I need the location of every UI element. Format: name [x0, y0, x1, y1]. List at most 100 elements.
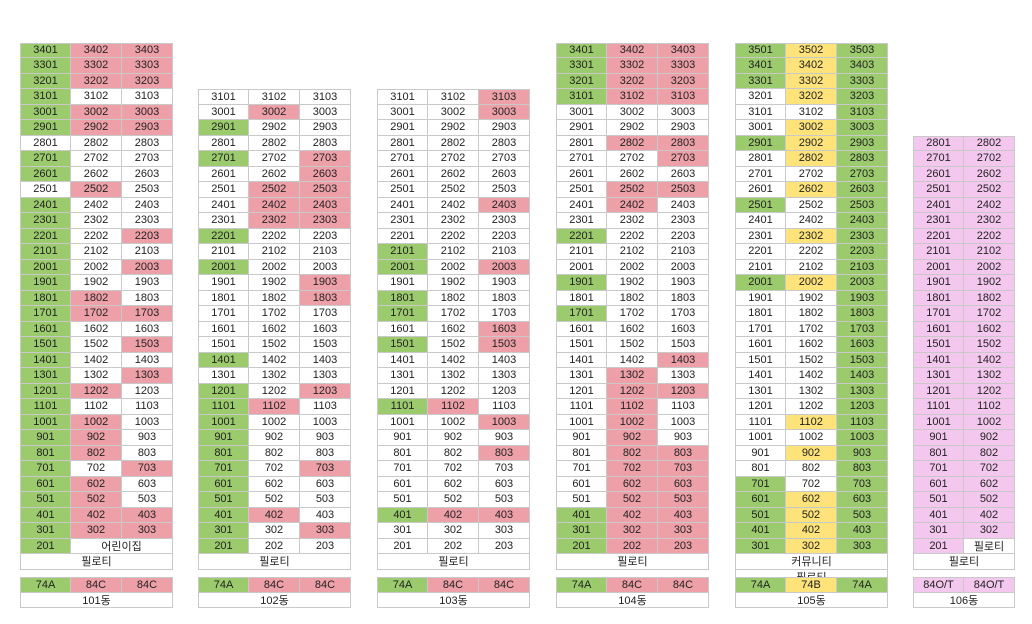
unit-cell: 1801: [556, 290, 607, 306]
unit-cell: 1403: [300, 352, 351, 368]
unit-cell: 1303: [300, 368, 351, 384]
unit-cell: 1302: [607, 368, 658, 384]
unit-cell: 2401: [20, 197, 71, 213]
unit-cell: 401: [735, 523, 786, 539]
unit-cell: 1302: [428, 368, 479, 384]
unit-cell: 501: [377, 492, 428, 508]
unit-cell: 1302: [71, 368, 122, 384]
unit-cell: 2403: [300, 197, 351, 213]
unit-cell: 1502: [249, 337, 300, 353]
unit-cell: 2102: [428, 244, 479, 260]
unit-cell: 903: [837, 445, 888, 461]
unit-cell: 2702: [71, 151, 122, 167]
unit-cell: 301: [913, 523, 964, 539]
unit-cell: 1802: [428, 290, 479, 306]
unit-cell: 3101: [735, 104, 786, 120]
unit-cell: 1903: [837, 290, 888, 306]
unit-cell: 1103: [122, 399, 173, 415]
unit-cell: 2301: [556, 213, 607, 229]
unit-cell: 1203: [122, 383, 173, 399]
unit-cell: 2403: [479, 197, 530, 213]
unit-cell: 603: [658, 476, 709, 492]
unit-cell: 901: [377, 430, 428, 446]
unit-cell: 2702: [786, 166, 837, 182]
unit-cell: 1801: [377, 290, 428, 306]
unit-cell: 2702: [964, 151, 1015, 167]
unit-cell: 1502: [71, 337, 122, 353]
unit-cell: 2302: [249, 213, 300, 229]
unit-cell: 2501: [556, 182, 607, 198]
unit-cell: 2402: [428, 197, 479, 213]
unit-cell: 3303: [122, 58, 173, 74]
unit-cell: 2903: [837, 135, 888, 151]
unit-cell: 402: [964, 507, 1015, 523]
unit-cell: 801: [556, 445, 607, 461]
unit-cell: 2001: [556, 259, 607, 275]
unit-cell: 2503: [479, 182, 530, 198]
unit-cell: 2103: [658, 244, 709, 260]
unit-cell: 2403: [837, 213, 888, 229]
unit-cell: 1201: [556, 383, 607, 399]
unit-cell: 1402: [249, 352, 300, 368]
unit-cell: 2701: [377, 151, 428, 167]
unit-type-cell: 84C: [249, 577, 300, 593]
unit-cell: 1103: [658, 399, 709, 415]
unit-cell: 2401: [735, 213, 786, 229]
unit-cell: 1902: [71, 275, 122, 291]
unit-cell: 2101: [20, 244, 71, 260]
unit-cell: 2803: [658, 135, 709, 151]
unit-cell: 1203: [837, 399, 888, 415]
unit-cell: 2003: [479, 259, 530, 275]
unit-cell: 2102: [964, 244, 1015, 260]
unit-cell: 3302: [607, 58, 658, 74]
unit-cell: 1602: [786, 337, 837, 353]
unit-cell: 1303: [658, 368, 709, 384]
unit-cell: 3401: [556, 42, 607, 58]
unit-cell: 2403: [122, 197, 173, 213]
unit-cell: 2603: [300, 166, 351, 182]
unit-cell: 802: [71, 445, 122, 461]
unit-cell: 1202: [428, 383, 479, 399]
unit-cell: 필로티: [964, 538, 1015, 554]
unit-cell: 2503: [837, 197, 888, 213]
unit-cell: 1003: [658, 414, 709, 430]
unit-cell: 1202: [71, 383, 122, 399]
unit-cell: 1303: [479, 368, 530, 384]
unit-cell: 2603: [658, 166, 709, 182]
unit-cell: 1401: [198, 352, 249, 368]
unit-cell: 2802: [786, 151, 837, 167]
unit-cell: 302: [964, 523, 1015, 539]
unit-cell: 2002: [607, 259, 658, 275]
unit-cell: 601: [20, 476, 71, 492]
unit-cell: 2802: [428, 135, 479, 151]
unit-cell: 203: [658, 538, 709, 554]
unit-cell: 401: [913, 507, 964, 523]
unit-cell: 2103: [300, 244, 351, 260]
unit-cell: 2303: [479, 213, 530, 229]
unit-cell: 1503: [122, 337, 173, 353]
unit-cell: 3101: [198, 89, 249, 105]
unit-cell: 502: [607, 492, 658, 508]
unit-cell: 1903: [122, 275, 173, 291]
unit-cell: 502: [249, 492, 300, 508]
unit-cell: 1001: [913, 414, 964, 430]
unit-cell: 503: [300, 492, 351, 508]
unit-cell: 1003: [122, 414, 173, 430]
ground-floor-label: 필로티: [556, 554, 709, 570]
unit-cell: 3102: [428, 89, 479, 105]
unit-cell: 1502: [428, 337, 479, 353]
unit-cell: 3401: [20, 42, 71, 58]
unit-cell: 1902: [607, 275, 658, 291]
unit-cell: 1103: [837, 414, 888, 430]
unit-cell: 2703: [479, 151, 530, 167]
unit-type-cell: 84C: [122, 577, 173, 593]
unit-cell: 2602: [607, 166, 658, 182]
unit-cell: 302: [249, 523, 300, 539]
unit-cell: 3002: [607, 104, 658, 120]
unit-cell: 501: [556, 492, 607, 508]
unit-cell: 1302: [964, 368, 1015, 384]
unit-cell: 1202: [786, 399, 837, 415]
unit-cell: 1902: [428, 275, 479, 291]
unit-cell: 2603: [122, 166, 173, 182]
unit-cell: 1001: [377, 414, 428, 430]
